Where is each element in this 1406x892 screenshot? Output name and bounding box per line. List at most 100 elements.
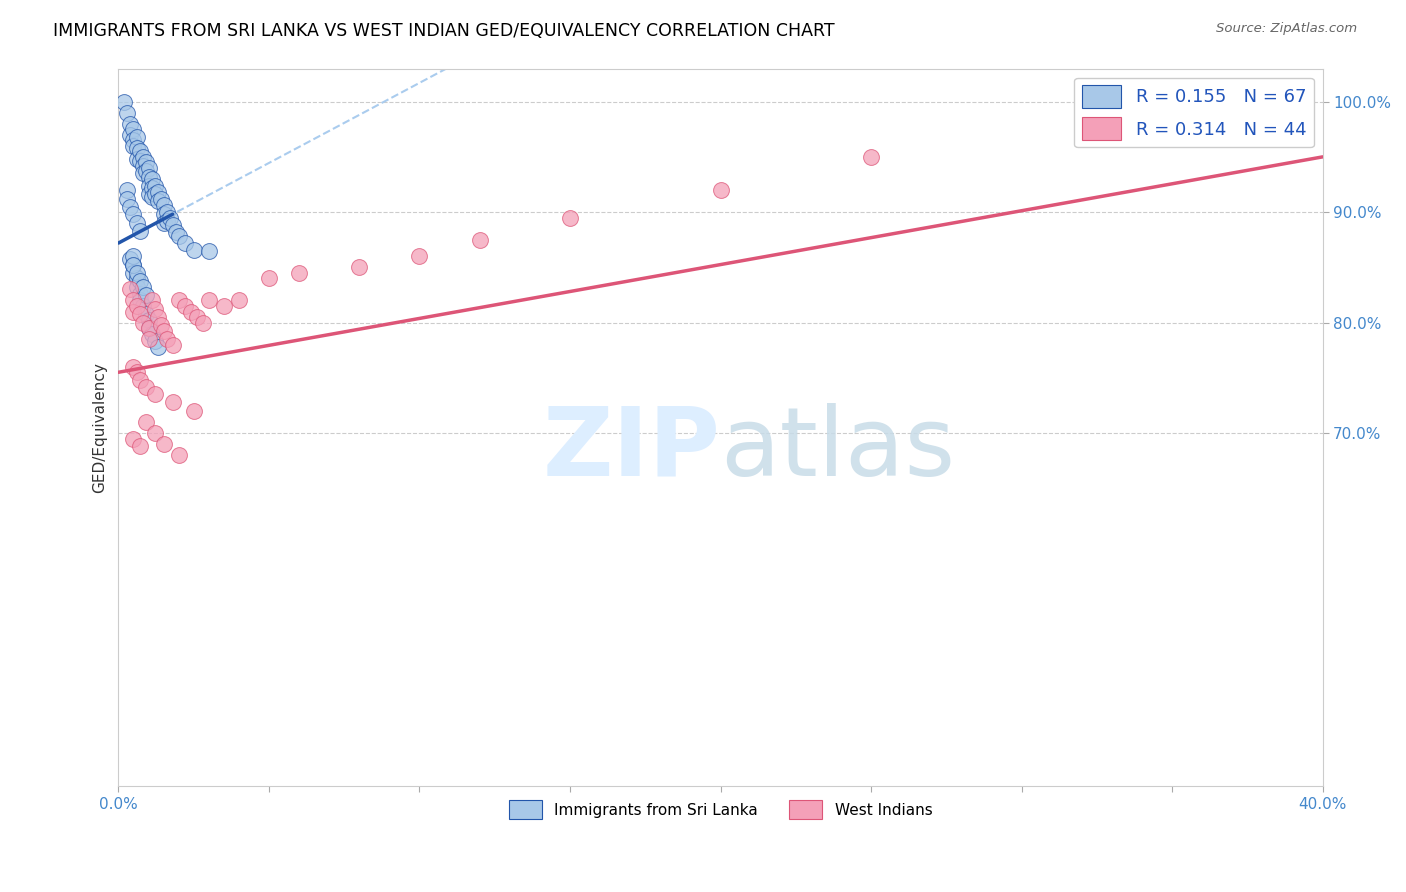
Point	[135, 155, 157, 169]
Point	[167, 448, 190, 462]
Point	[122, 432, 145, 446]
Point	[120, 200, 142, 214]
Point	[183, 404, 205, 418]
Point	[349, 260, 371, 275]
Point	[128, 307, 150, 321]
Point	[138, 321, 160, 335]
Point	[122, 266, 145, 280]
Point	[122, 293, 145, 308]
Point	[122, 249, 145, 263]
Point	[128, 293, 150, 308]
Point	[212, 299, 235, 313]
Point	[152, 198, 174, 212]
Point	[128, 274, 150, 288]
Point	[135, 307, 157, 321]
Point	[138, 161, 160, 175]
Point	[155, 214, 177, 228]
Point	[149, 192, 172, 206]
Point	[138, 321, 160, 335]
Point	[138, 187, 160, 202]
Point	[709, 183, 731, 197]
Point	[141, 326, 163, 341]
Point	[128, 154, 150, 169]
Point	[143, 187, 166, 202]
Point	[122, 359, 145, 374]
Point	[143, 425, 166, 440]
Point	[141, 189, 163, 203]
Point	[143, 334, 166, 349]
Point	[125, 216, 148, 230]
Point	[152, 216, 174, 230]
Point	[257, 271, 280, 285]
Point	[131, 159, 153, 173]
Legend: Immigrants from Sri Lanka, West Indians: Immigrants from Sri Lanka, West Indians	[502, 794, 938, 825]
Point	[165, 225, 187, 239]
Point	[122, 304, 145, 318]
Point	[138, 332, 160, 346]
Point	[128, 286, 150, 301]
Point	[128, 439, 150, 453]
Point	[558, 211, 581, 225]
Point	[128, 224, 150, 238]
Point	[131, 316, 153, 330]
Point	[152, 207, 174, 221]
Point	[173, 299, 195, 313]
Point	[143, 302, 166, 317]
Point	[162, 219, 184, 233]
Text: IMMIGRANTS FROM SRI LANKA VS WEST INDIAN GED/EQUIVALENCY CORRELATION CHART: IMMIGRANTS FROM SRI LANKA VS WEST INDIAN…	[53, 22, 835, 40]
Point	[122, 258, 145, 272]
Point	[228, 293, 250, 308]
Point	[125, 141, 148, 155]
Text: Source: ZipAtlas.com: Source: ZipAtlas.com	[1216, 22, 1357, 36]
Point	[146, 310, 169, 324]
Point	[135, 415, 157, 429]
Point	[149, 318, 172, 332]
Point	[135, 288, 157, 302]
Y-axis label: GED/Equivalency: GED/Equivalency	[93, 362, 107, 493]
Point	[120, 282, 142, 296]
Point	[131, 150, 153, 164]
Point	[162, 395, 184, 409]
Point	[183, 243, 205, 257]
Point	[125, 130, 148, 145]
Point	[117, 192, 139, 206]
Point	[141, 293, 163, 308]
Point	[122, 122, 145, 136]
Point	[173, 235, 195, 250]
Point	[159, 211, 181, 225]
Point	[125, 280, 148, 294]
Point	[122, 258, 145, 272]
Point	[114, 95, 136, 109]
Point	[152, 325, 174, 339]
Point	[131, 166, 153, 180]
Point	[146, 194, 169, 208]
Point	[155, 205, 177, 219]
Point	[468, 233, 491, 247]
Point	[152, 437, 174, 451]
Point	[122, 133, 145, 147]
Point	[135, 379, 157, 393]
Point	[120, 128, 142, 142]
Point	[167, 229, 190, 244]
Point	[197, 244, 219, 258]
Point	[125, 365, 148, 379]
Point	[131, 280, 153, 294]
Point	[125, 152, 148, 166]
Point	[141, 172, 163, 186]
Point	[288, 266, 311, 280]
Point	[128, 373, 150, 387]
Point	[131, 299, 153, 313]
Point	[117, 105, 139, 120]
Point	[141, 181, 163, 195]
Point	[155, 332, 177, 346]
Point	[138, 178, 160, 193]
Point	[120, 252, 142, 266]
Text: atlas: atlas	[720, 402, 956, 496]
Point	[162, 337, 184, 351]
Point	[122, 207, 145, 221]
Point	[138, 169, 160, 184]
Point	[138, 313, 160, 327]
Point	[128, 145, 150, 159]
Point	[186, 310, 208, 324]
Point	[122, 138, 145, 153]
